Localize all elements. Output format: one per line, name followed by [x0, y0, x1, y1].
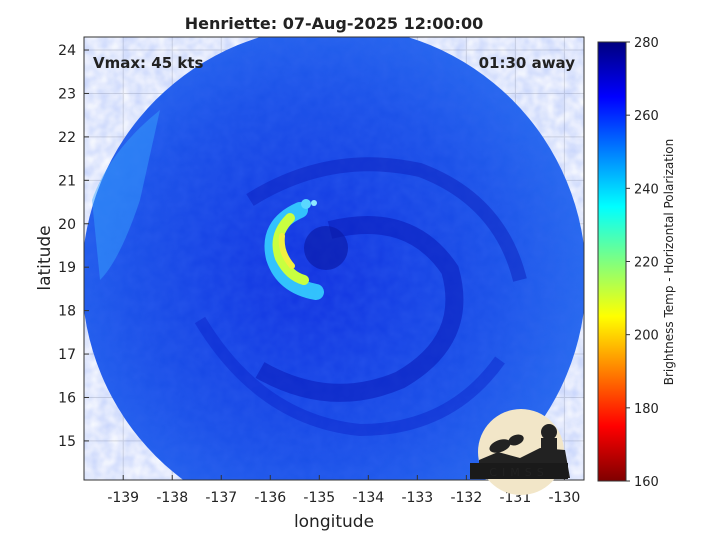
cimss-logo: CIMSS	[470, 409, 570, 495]
y-tick-label: 20	[58, 217, 76, 233]
x-tick-label: -136	[254, 490, 286, 506]
colorbar-tick-label: 160	[634, 475, 659, 490]
x-tick-label: -137	[205, 490, 237, 506]
colorbar-tick-label: 260	[634, 109, 659, 124]
x-tick-label: -130	[549, 490, 581, 506]
x-tick-label: -134	[352, 490, 384, 506]
y-tick-label: 23	[58, 86, 76, 102]
colorbar-tick-label: 220	[634, 256, 659, 271]
y-tick-label: 18	[58, 304, 76, 320]
time-offset-label: 01:30 away	[479, 54, 576, 72]
colorbar-tick-label: 180	[634, 402, 659, 417]
y-tick-label: 16	[58, 390, 76, 406]
y-tick-label: 19	[58, 260, 76, 276]
microwave-swath-image	[84, 37, 584, 480]
colorbar-tick-label: 200	[634, 329, 659, 344]
y-tick-label: 21	[58, 173, 76, 189]
colorbar-label: Brightness Temp - Horizontal Polarizatio…	[662, 139, 676, 386]
x-tick-label: -135	[303, 490, 335, 506]
y-tick-label: 15	[58, 434, 76, 450]
vmax-label: Vmax: 45 kts	[93, 54, 203, 72]
y-axis: 15 16 17 18 19 20 21 22 23 24	[58, 43, 89, 450]
logo-text: CIMSS	[489, 466, 548, 479]
colorbar-tick-label: 240	[634, 182, 659, 197]
x-tick-label: -138	[156, 490, 188, 506]
x-tick-label: -139	[107, 490, 139, 506]
y-tick-label: 17	[58, 347, 76, 363]
plot-border	[83, 36, 585, 481]
x-tick-label: -132	[450, 490, 482, 506]
y-tick-label: 24	[58, 43, 76, 59]
x-axis-label: longitude	[294, 512, 374, 532]
colorbar	[597, 41, 627, 482]
y-axis-label: latitude	[35, 225, 55, 290]
y-tick-label: 22	[58, 130, 76, 146]
colorbar-ticks: 160 180 200 220 240 260 280	[626, 36, 659, 490]
x-axis: -139 -138 -137 -136 -135 -134 -133 -132 -131 -130	[107, 475, 580, 506]
colorbar-tick-label: 280	[634, 36, 659, 51]
chart-title: Henriette: 07-Aug-2025 12:00:00	[185, 14, 483, 33]
x-tick-label: -133	[401, 490, 433, 506]
